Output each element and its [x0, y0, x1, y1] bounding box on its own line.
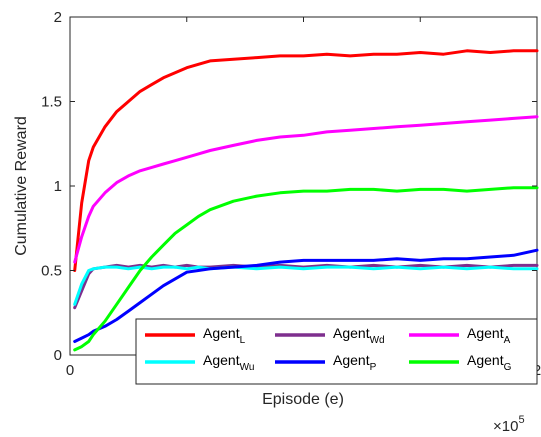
x-multiplier-base: ×10	[493, 418, 518, 435]
series-line-agent-a	[73, 115, 539, 264]
series-line-agent-p	[73, 248, 539, 343]
series-line-agent-l	[73, 49, 539, 272]
y-tick-label: 1	[54, 178, 62, 195]
x-multiplier-exponent: 5	[518, 414, 524, 426]
legend: AgentL AgentWd AgentA AgentWu AgentP AgentG	[135, 318, 538, 385]
series-line-agent-g	[73, 186, 539, 352]
y-tick-label: 1.5	[41, 94, 62, 111]
legend-label-g: AgentG	[467, 352, 512, 373]
legend-box	[135, 318, 538, 385]
series-layer	[73, 49, 539, 352]
legend-label-l: AgentL	[203, 325, 246, 346]
legend-label-wd: AgentWd	[333, 325, 385, 346]
legend-label-p: AgentP	[333, 352, 377, 373]
y-tick-label: 0	[54, 347, 62, 364]
y-axis-label: Cumulative Reward	[13, 116, 30, 256]
x-multiplier: ×105	[493, 414, 525, 435]
legend-label-wu: AgentWu	[203, 352, 254, 373]
y-tick-label: 2	[54, 9, 62, 26]
x-tick-label: 0	[66, 362, 74, 379]
y-tick-label: 0.5	[41, 263, 62, 280]
legend-label-a: AgentA	[467, 325, 511, 346]
x-axis-label: Episode (e)	[262, 391, 344, 408]
